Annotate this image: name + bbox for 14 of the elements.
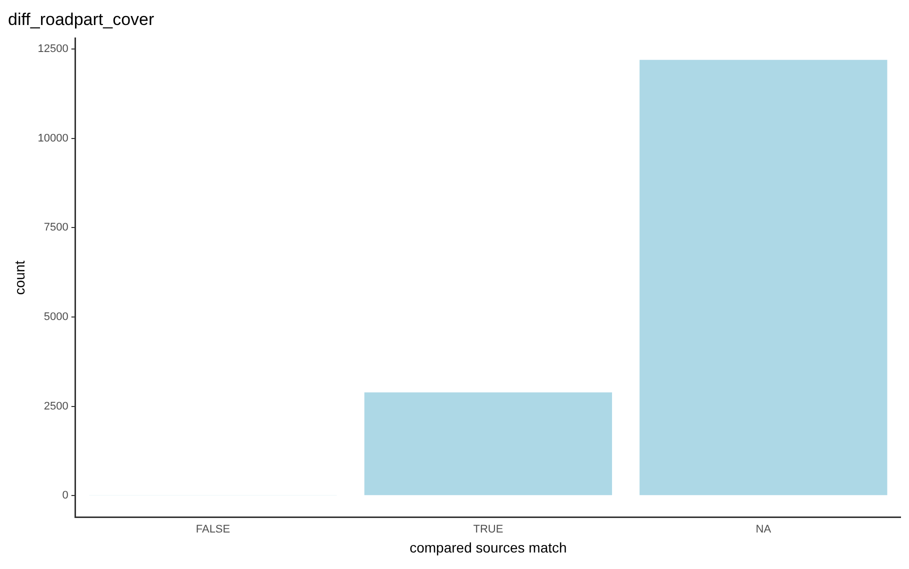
x-tick-label: NA <box>756 524 772 536</box>
y-tick-label: 12500 <box>38 43 68 56</box>
x-tick-label: FALSE <box>196 524 230 536</box>
y-axis-title: count <box>11 260 28 295</box>
y-tick-label: 0 <box>62 490 68 502</box>
chart-title: diff_roadpart_cover <box>8 10 155 29</box>
x-tick-label: TRUE <box>473 524 504 536</box>
bar <box>364 392 612 496</box>
y-tick-label: 10000 <box>38 132 68 144</box>
y-tick-label: 2500 <box>44 400 68 412</box>
x-axis-title: compared sources match <box>410 539 567 556</box>
bar <box>640 60 888 496</box>
y-tick-label: 7500 <box>44 222 68 234</box>
y-tick-label: 5000 <box>44 311 68 324</box>
